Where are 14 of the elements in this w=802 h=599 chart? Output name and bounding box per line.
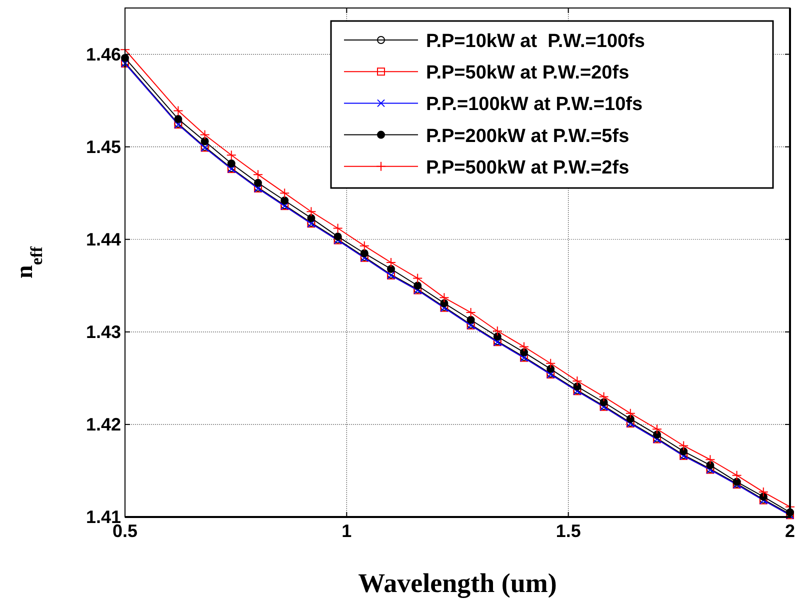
y-tick-label: 1.44 [86, 229, 121, 250]
x-tick-label: 1 [342, 521, 352, 541]
legend-label: P.P=200kW at P.W.=5fs [426, 126, 630, 147]
legend-label: P.P=50kW at P.W.=20fs [426, 62, 630, 84]
legend-label: P.P=10kW at P.W.=100fs [426, 31, 645, 52]
y-tick-label: 1.42 [86, 414, 121, 434]
x-tick-label: 1.5 [556, 521, 581, 541]
y-tick-label: 1.46 [86, 44, 121, 64]
legend-label: P.P=500kW at P.W.=2fs [426, 157, 630, 178]
legend-label: P.P.=100kW at P.W.=10fs [426, 94, 643, 116]
y-tick-label: 1.43 [86, 322, 121, 342]
x-axis-title: Wavelength (um) [358, 568, 557, 598]
x-tick-label: 2 [784, 521, 796, 541]
y-tick-label: 1.45 [86, 136, 121, 157]
